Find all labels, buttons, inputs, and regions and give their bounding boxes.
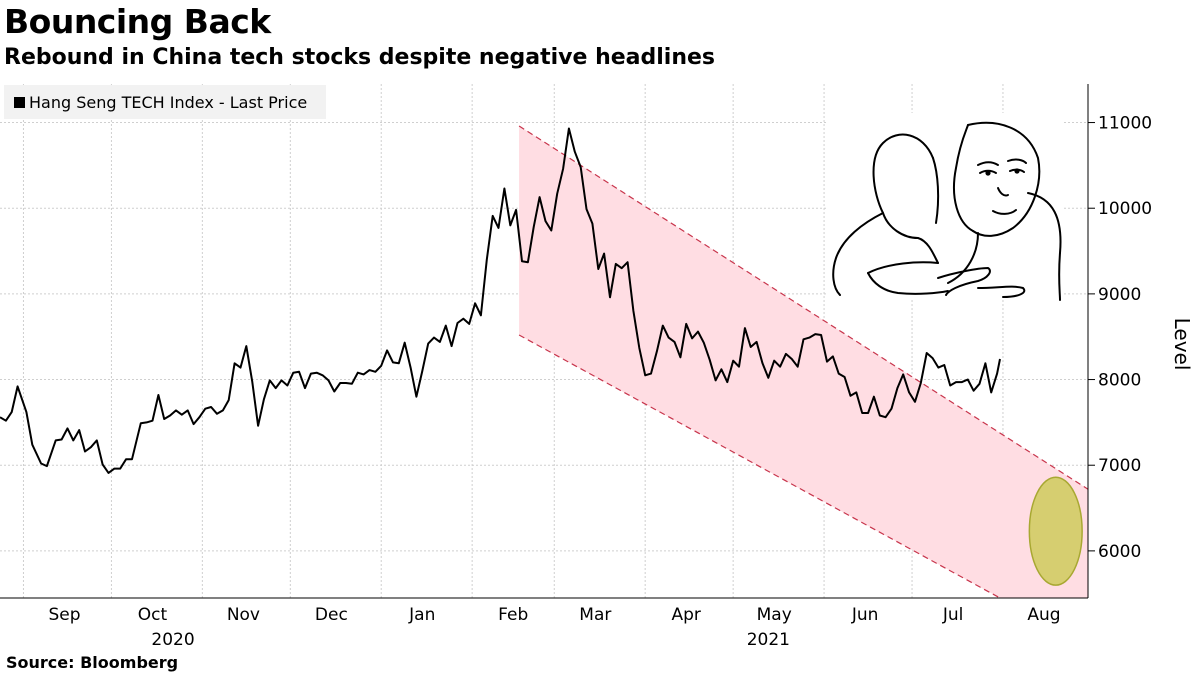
hug-meme-illustration — [828, 113, 1063, 301]
x-tick-label: Feb — [498, 605, 528, 625]
highlight-ellipse — [1028, 476, 1083, 586]
chart-source: Source: Bloomberg — [6, 653, 179, 672]
channel-lower-line — [518, 334, 1001, 599]
y-axis-label: Level — [1170, 318, 1194, 371]
y-tick-label: 7000 — [1098, 456, 1141, 476]
downtrend-channel — [519, 125, 1088, 598]
y-tick-label: 9000 — [1098, 285, 1141, 305]
x-year-label: 2021 — [747, 630, 790, 650]
x-tick-label: Aug — [1027, 605, 1060, 625]
chart-subtitle: Rebound in China tech stocks despite neg… — [4, 45, 716, 70]
legend-label: Hang Seng TECH Index - Last Price — [29, 92, 308, 112]
axis-layer: 6000 7000 8000 9000 10000 11000 Sep Oct Nov Dec Ja… — [0, 84, 1152, 650]
x-tick-label: Jul — [942, 605, 964, 625]
x-tick-label: Dec — [315, 605, 348, 625]
x-tick-label: Sep — [48, 605, 80, 625]
channel-layer — [518, 125, 1089, 599]
chart-title: Bouncing Back — [4, 2, 271, 41]
y-tick-label: 10000 — [1098, 199, 1152, 219]
x-tick-label: Jan — [408, 605, 435, 625]
x-tick-label: Jun — [851, 605, 879, 625]
legend: Hang Seng TECH Index - Last Price — [4, 85, 326, 119]
y-tick-label: 6000 — [1098, 542, 1141, 562]
x-tick-label: Apr — [672, 605, 701, 625]
series-line — [0, 127, 1001, 474]
x-tick-label: May — [757, 605, 792, 625]
channel-upper-line — [518, 125, 1089, 490]
x-year-label: 2020 — [151, 630, 194, 650]
line-layer — [0, 127, 1083, 586]
legend-swatch — [14, 96, 25, 108]
y-tick-label: 11000 — [1098, 114, 1152, 134]
x-tick-label: Nov — [227, 605, 260, 625]
y-tick-label: 8000 — [1098, 371, 1141, 391]
x-tick-label: Mar — [579, 605, 611, 625]
x-tick-label: Oct — [138, 605, 168, 625]
